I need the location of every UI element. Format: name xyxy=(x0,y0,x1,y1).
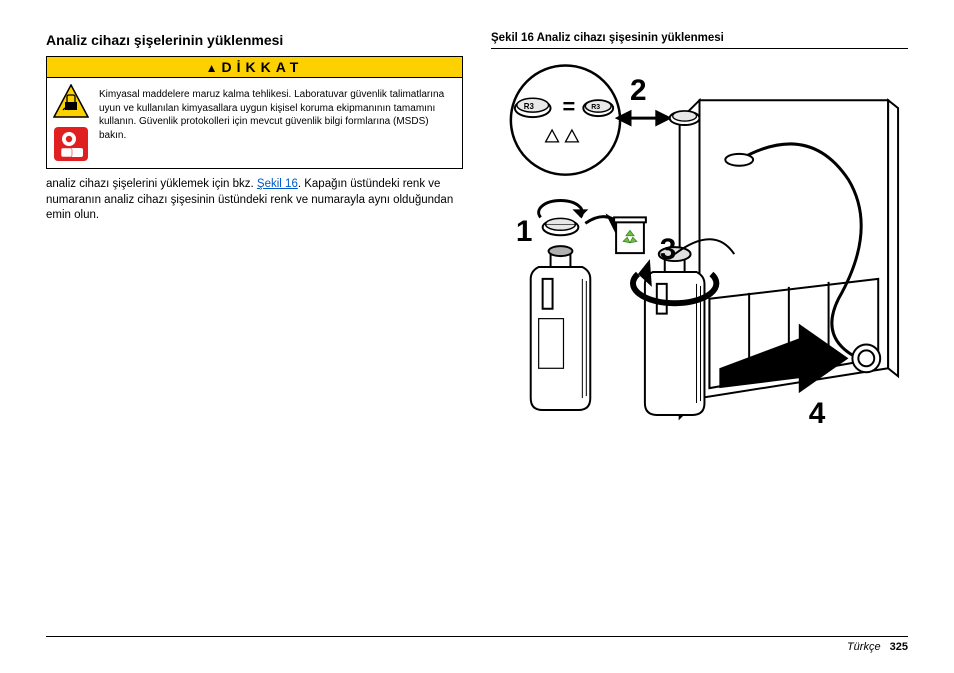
footer-page-number: 325 xyxy=(890,641,908,653)
right-column: Şekil 16 Analiz cihazı şişesinin yüklenm… xyxy=(491,32,908,636)
body-pre: analiz cihazı şişelerini yüklemek için b… xyxy=(46,178,257,190)
warning-triangle-icon: ▲ xyxy=(206,61,218,75)
cap-label-right: R3 xyxy=(591,104,600,111)
hazard-icons xyxy=(47,78,95,168)
callout-4: 4 xyxy=(809,397,826,430)
caution-label: DİKKAT xyxy=(222,59,304,75)
body-paragraph: analiz cihazı şişelerini yüklemek için b… xyxy=(46,177,463,224)
caution-header: ▲ DİKKAT xyxy=(47,57,462,78)
cap-label-left: R3 xyxy=(524,102,535,111)
read-manual-icon xyxy=(53,126,89,162)
callout-2: 2 xyxy=(630,74,647,107)
chemical-hazard-icon xyxy=(53,84,89,120)
caution-text: Kimyasal maddelere maruz kalma tehlikesi… xyxy=(95,78,462,168)
caution-box: ▲ DİKKAT xyxy=(46,56,463,169)
figure-illustration: R3 = R3 xyxy=(491,59,908,479)
callout-3: 3 xyxy=(660,233,677,266)
page-footer: Türkçe 325 xyxy=(46,636,908,653)
callout-cap-match: R3 = R3 xyxy=(511,65,620,174)
left-column: Analiz cihazı şişelerinin yüklenmesi ▲ Dİ… xyxy=(46,32,463,636)
removed-cap xyxy=(543,218,579,235)
callout-1: 1 xyxy=(516,215,533,248)
rotate-arrow-icon xyxy=(539,200,583,217)
double-arrow-icon xyxy=(618,112,669,124)
section-heading: Analiz cihazı şişelerinin yüklenmesi xyxy=(46,32,463,48)
figure-link[interactable]: Şekil 16 xyxy=(257,178,298,190)
rotate-arrowhead xyxy=(572,209,588,217)
figure-caption: Şekil 16 Analiz cihazı şişesinin yüklenm… xyxy=(491,32,908,49)
bottle-left xyxy=(531,246,591,410)
footer-language: Türkçe xyxy=(847,641,881,653)
trash-icon xyxy=(614,217,646,253)
equals-icon: = xyxy=(562,94,575,119)
cabinet-cap xyxy=(670,111,700,125)
